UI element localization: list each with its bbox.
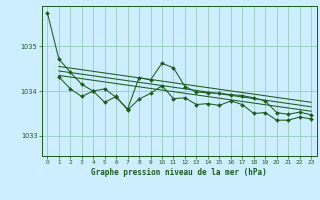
X-axis label: Graphe pression niveau de la mer (hPa): Graphe pression niveau de la mer (hPa) xyxy=(91,168,267,177)
